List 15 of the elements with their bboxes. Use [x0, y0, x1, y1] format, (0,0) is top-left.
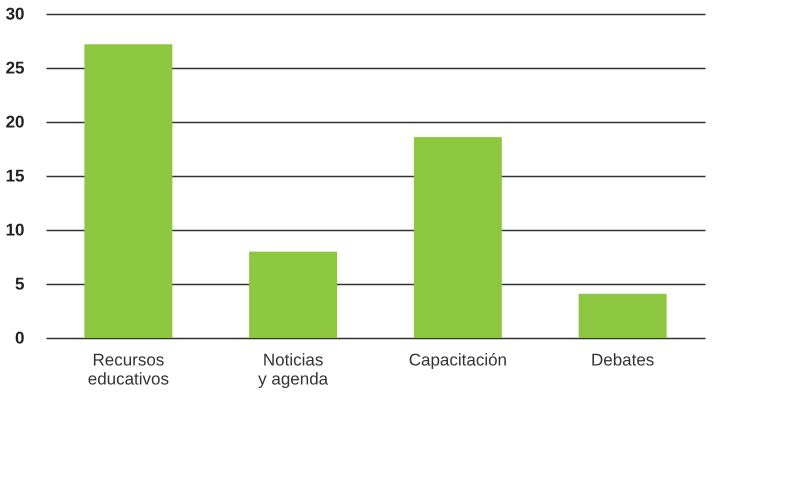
x-tick-label: Debates — [590, 350, 654, 370]
x-tick-label: Capacitación — [408, 350, 508, 370]
y-tick-label: 30 — [6, 4, 24, 24]
bar — [84, 44, 172, 338]
bar — [249, 252, 338, 338]
bar — [414, 137, 502, 338]
y-tick-label: 0 — [15, 328, 24, 348]
y-tick-label: 5 — [15, 274, 24, 294]
y-tick-label: 10 — [6, 220, 24, 240]
y-tick-label: 25 — [6, 58, 24, 78]
x-tick-label: Noticias y agenda — [258, 350, 329, 388]
bar — [578, 294, 667, 338]
x-tick-label: Recursos educativos — [88, 350, 170, 388]
y-tick-label: 20 — [6, 112, 24, 132]
y-tick-label: 15 — [6, 166, 24, 186]
